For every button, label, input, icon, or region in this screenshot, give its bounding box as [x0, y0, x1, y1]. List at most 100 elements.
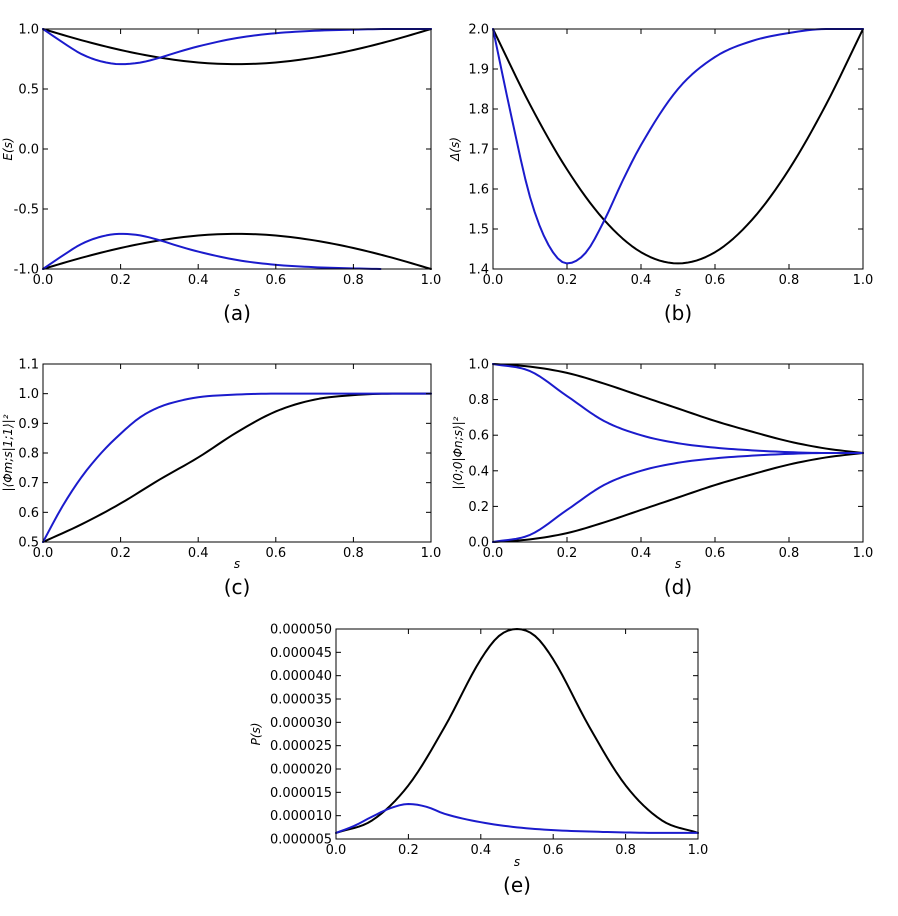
panel-b-ytick-label: 1.8 [468, 103, 489, 118]
panel-d: 0.0 0.2 0.4 0.6 0.8 1.0 0.0 0.2 0.4 0.6 0.8 1.0 s |… [451, 358, 873, 600]
panel-d-ytick-label: 0.0 [468, 536, 489, 551]
panel-e-series-0 [335, 628, 699, 834]
panel-c-ticks: 0.0 0.2 0.4 0.6 0.8 1.0 0.5 0.6 0.7 0.8 0.9 1.0 1.1 [18, 358, 441, 562]
panel-e-xtick-label: 0.6 [543, 843, 564, 858]
panel-a-xtick-label: 0.4 [188, 273, 209, 288]
panel-a-ytick-label: -0.5 [14, 203, 39, 218]
panel-a-ticks: 0.0 0.2 0.4 0.6 0.8 1.0 -1.0 -0.5 0.0 0.5 1.0 [14, 23, 442, 289]
panel-d-xtick-label: 0.6 [705, 546, 726, 561]
panel-c-ytick-label: 1.1 [18, 358, 39, 373]
panel-b-xtick-label: 0.2 [557, 273, 578, 288]
panel-e-ytick-label: 0.000025 [270, 739, 332, 754]
panel-d-curves [492, 363, 864, 543]
panel-e-xtick-label: 0.4 [470, 843, 491, 858]
panel-b-frame [492, 28, 864, 270]
panel-c-ytick-label: 1.0 [18, 387, 39, 402]
panel-e-series-1 [335, 803, 699, 834]
panel-d-ytick-label: 1.0 [468, 358, 489, 373]
panel-a-series-2 [42, 28, 432, 66]
panel-d-xtick-label: 0.4 [631, 546, 652, 561]
panel-b-xtick-label: 0.6 [705, 273, 726, 288]
panel-c: 0.0 0.2 0.4 0.6 0.8 1.00.50.60.70.80.91.01.1 … [1, 358, 441, 600]
panel-b-ylabel: Δ(s) [448, 137, 462, 162]
panel-c-xlabel: s [234, 557, 240, 571]
panel-e-ylabel: P(s) [249, 723, 263, 746]
panel-a-xtick-label: 1.0 [421, 273, 442, 288]
panel-b-series-0 [492, 28, 864, 265]
panel-c-xtick-label: 0.6 [265, 546, 286, 561]
panel-e-ytick-label: 0.000005 [270, 833, 332, 848]
panel-d-label: (d) [664, 575, 692, 599]
panel-d-series-0 [492, 363, 864, 454]
panel-b-xlabel: s [675, 285, 681, 299]
panel-c-ytick-label: 0.7 [18, 476, 39, 491]
panel-e-ticks: 0.0 0.2 0.4 0.6 0.8 1.0 0.000005 0.000010 0.0000… [270, 623, 708, 859]
panel-e-xtick-label: 0.8 [615, 843, 636, 858]
panel-d-ticks: 0.0 0.2 0.4 0.6 0.8 1.0 0.0 0.2 0.4 0.6 0.8 1.0 [468, 358, 873, 562]
panel-c-xtick-label: 0.2 [110, 546, 131, 561]
panel-a-xtick-label: 0.0 [33, 273, 54, 288]
panel-d-xtick-label: 1.0 [853, 546, 874, 561]
panel-c-series-1 [42, 392, 432, 543]
panel-d-ylabel: |⟨0;0|Φn;s⟩|² [451, 416, 465, 489]
panel-c-curves [42, 392, 432, 543]
panel-d-ytick-label: 0.6 [468, 429, 489, 444]
panel-d-ytick-label: 0.8 [468, 393, 489, 408]
panel-a-ytick-label: 0.0 [18, 143, 39, 158]
panel-c-ytick-label: 0.8 [18, 447, 39, 462]
panel-b-curves [492, 28, 864, 265]
panel-a-ytick-label: -1.0 [14, 263, 39, 278]
panel-e-ytick-label: 0.000045 [270, 646, 332, 661]
panel-c-series-0 [42, 392, 432, 543]
panel-d-ytick-label: 0.2 [468, 500, 489, 515]
panel-d-series-3 [492, 452, 864, 543]
panel-b-ticks: 0.0 0.2 0.4 0.6 0.8 1.0 1.4 1.5 1.6 1.7 1.8 1.9 2.0 [468, 23, 873, 289]
panel-a-ytick-label: 1.0 [18, 23, 39, 38]
panel-d-ytick-label: 0.4 [468, 464, 489, 479]
panel-a-xlabel: s [234, 285, 240, 299]
panel-c-ylabel: |⟨Φm;s|1;1⟩|² [1, 414, 15, 491]
panel-d-xtick-label: 0.8 [779, 546, 800, 561]
panel-b-ytick-label: 1.5 [468, 223, 489, 238]
panel-d-xtick-label: 0.0 [483, 546, 504, 561]
panel-b-xtick-label: 0.4 [631, 273, 652, 288]
panel-a-xtick-label: 0.8 [343, 273, 364, 288]
panel-a-ytick-label: 0.5 [18, 83, 39, 98]
panel-b-ytick-label: 1.7 [468, 143, 489, 158]
panel-d-series-1 [492, 452, 864, 543]
panel-b-ytick-label: 1.9 [468, 63, 489, 78]
panel-a-series-3 [42, 232, 382, 270]
panel-e-ytick-label: 0.000040 [270, 669, 332, 684]
panel-b-label: (b) [664, 301, 692, 325]
panel-b-ytick-label: 2.0 [468, 23, 489, 38]
panel-c-xtick-label: 1.0 [421, 546, 442, 561]
panel-c-xtick-label: 0.0 [33, 546, 54, 561]
panel-e-curves [335, 628, 699, 834]
panel-e-ytick-label: 0.000020 [270, 763, 332, 778]
panel-e-ytick-label: 0.000010 [270, 809, 332, 824]
panel-a-ylabel: E(s) [1, 137, 15, 160]
panel-a-xtick-label: 0.2 [110, 273, 131, 288]
panel-c-ytick-label: 0.6 [18, 506, 39, 521]
panel-b-xtick-label: 1.0 [853, 273, 874, 288]
panel-d-xtick-label: 0.2 [557, 546, 578, 561]
panel-e-frame [335, 628, 699, 840]
panel-c-xtick-label: 0.8 [343, 546, 364, 561]
panel-b-ytick-label: 1.6 [468, 183, 489, 198]
panel-c-label: (c) [224, 575, 251, 599]
panel-c-ytick-label: 0.9 [18, 417, 39, 432]
panel-d-frame [492, 363, 864, 543]
panel-e-xtick-label: 0.2 [398, 843, 419, 858]
panel-e-ytick-label: 0.000015 [270, 786, 332, 801]
panel-a-series-1 [42, 232, 432, 270]
panel-e-xlabel: s [514, 855, 520, 869]
panel-e-label: (e) [503, 873, 531, 897]
panel-c-ytick-label: 0.5 [18, 536, 39, 551]
panel-a-curves [42, 28, 432, 270]
panel-e-ytick-label: 0.000035 [270, 693, 332, 708]
panel-a-xtick-label: 0.6 [265, 273, 286, 288]
panel-e-ytick-label: 0.000050 [270, 623, 332, 638]
panel-b-xtick-label: 0.0 [483, 273, 504, 288]
panel-b: 0.0 0.2 0.4 0.6 0.8 1.01.41.51.61.71.81.92.0 … [448, 23, 873, 326]
